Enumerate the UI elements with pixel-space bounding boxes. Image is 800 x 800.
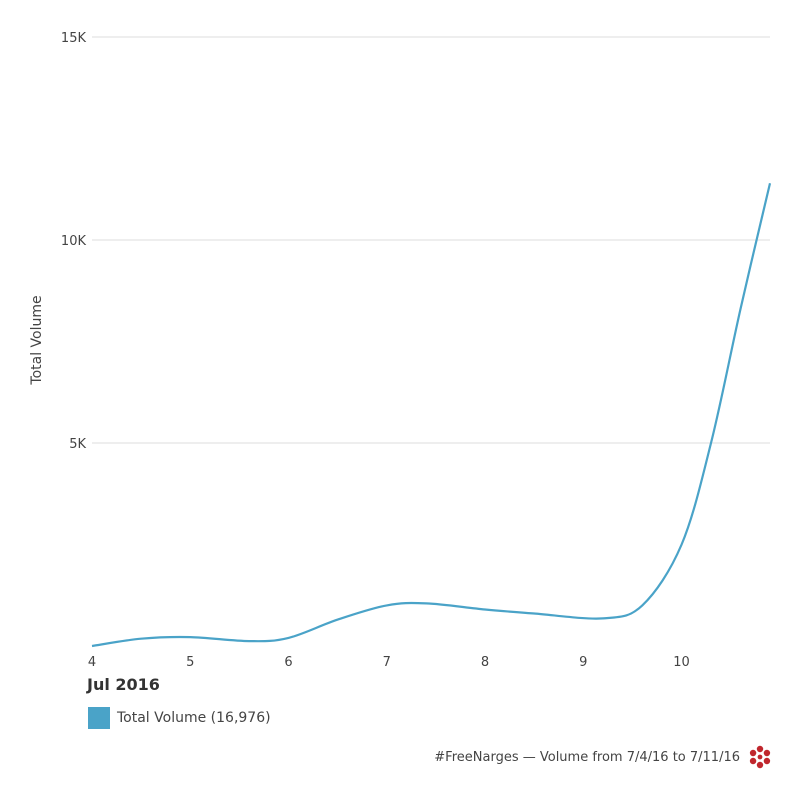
legend[interactable]: Total Volume (16,976)	[88, 707, 271, 729]
gridlines	[92, 36, 770, 444]
logo-dot	[763, 757, 771, 765]
logo-dot	[763, 749, 771, 757]
x-tick-label: 6	[284, 655, 292, 670]
footer-caption: #FreeNarges — Volume from 7/4/16 to 7/11…	[434, 749, 740, 765]
x-tick-label: 8	[481, 655, 489, 670]
x-axis-ticks: 4 5 6 7 8 9 10	[88, 655, 690, 670]
red-dot-cluster-icon[interactable]	[748, 745, 772, 769]
logo-dot	[757, 754, 763, 760]
legend-label: Total Volume (16,976)	[117, 710, 271, 726]
logo-dot	[756, 745, 764, 753]
x-tick-label: 10	[673, 655, 690, 670]
logo-dot	[749, 757, 757, 765]
x-tick-label: 7	[383, 655, 391, 670]
logo-dot	[756, 761, 764, 769]
x-tick-label: 5	[186, 655, 194, 670]
y-tick-label: 10K	[61, 234, 87, 249]
y-axis-ticks: 5K 10K 15K	[61, 31, 87, 452]
y-axis-title: Total Volume	[29, 295, 45, 385]
x-axis-date-label: Jul 2016	[86, 675, 160, 694]
series-line-total-volume	[91, 182, 772, 648]
logo-dot	[749, 749, 757, 757]
x-tick-label: 9	[579, 655, 587, 670]
x-tick-label: 4	[88, 655, 96, 670]
footer: #FreeNarges — Volume from 7/4/16 to 7/11…	[0, 745, 800, 769]
legend-swatch	[88, 707, 110, 729]
y-tick-label: 15K	[61, 31, 87, 46]
y-tick-label: 5K	[69, 437, 86, 452]
